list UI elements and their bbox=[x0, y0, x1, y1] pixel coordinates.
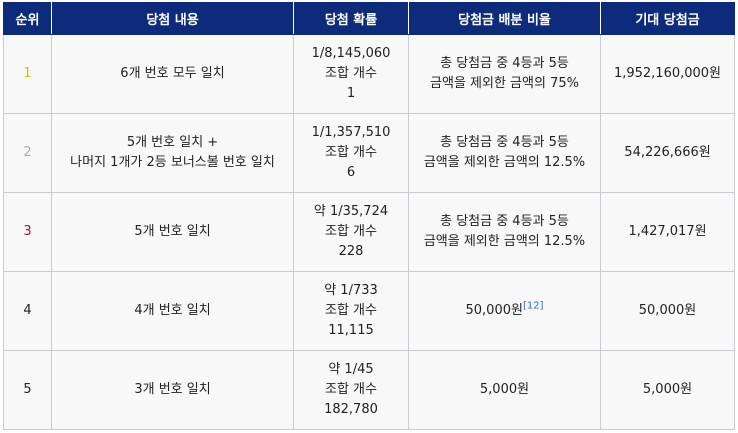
probability-line: 조합 개수 bbox=[325, 66, 377, 81]
table-body: 1 6개 번호 모두 일치 1/8,145,060 조합 개수 1 총 당첨금 … bbox=[3, 34, 735, 430]
content-cell: 5개 번호 일치 + 나머지 1개가 2등 보너스볼 번호 일치 bbox=[51, 113, 294, 193]
probability-line: 182,780 bbox=[324, 402, 378, 417]
ratio-line: 50,000원 bbox=[465, 303, 523, 318]
probability-line: 조합 개수 bbox=[325, 382, 377, 397]
header-ratio: 당첨금 배분 비율 bbox=[408, 2, 601, 35]
table-row: 3 5개 번호 일치 약 1/35,724 조합 개수 228 총 당첨금 중 … bbox=[3, 192, 735, 272]
probability-line: 1/1,357,510 bbox=[311, 125, 391, 140]
probability-line: 조합 개수 bbox=[325, 303, 377, 318]
table-row: 1 6개 번호 모두 일치 1/8,145,060 조합 개수 1 총 당첨금 … bbox=[3, 34, 735, 114]
expected-prize-cell: 50,000원 bbox=[600, 271, 735, 351]
ratio-line: 금액을 제외한 금액의 12.5% bbox=[423, 155, 586, 170]
probability-cell: 약 1/35,724 조합 개수 228 bbox=[293, 192, 409, 272]
content-cell: 4개 번호 일치 bbox=[51, 271, 294, 351]
probability-line: 1/8,145,060 bbox=[311, 46, 391, 61]
content-line: 5개 번호 일치 bbox=[134, 224, 211, 239]
header-probability: 당첨 확률 bbox=[293, 2, 409, 35]
ratio-line: 총 당첨금 중 4등과 5등 bbox=[440, 135, 569, 150]
ratio-cell: 50,000원[12] bbox=[408, 271, 601, 351]
reference-link[interactable]: [12] bbox=[522, 300, 544, 312]
content-line: 3개 번호 일치 bbox=[134, 382, 211, 397]
ratio-line: 총 당첨금 중 4등과 5등 bbox=[440, 56, 569, 71]
ratio-cell: 5,000원 bbox=[408, 350, 601, 430]
table-row: 4 4개 번호 일치 약 1/733 조합 개수 11,115 50,000원[… bbox=[3, 271, 735, 351]
probability-line: 6 bbox=[346, 165, 356, 180]
header-row: 순위 당첨 내용 당첨 확률 당첨금 배분 비율 기대 당첨금 bbox=[3, 2, 735, 35]
probability-line: 11,115 bbox=[328, 323, 374, 338]
rank-cell: 2 bbox=[3, 113, 52, 193]
ratio-line: 총 당첨금 중 4등과 5등 bbox=[440, 214, 569, 229]
probability-cell: 약 1/733 조합 개수 11,115 bbox=[293, 271, 409, 351]
lotto-prize-table: 순위 당첨 내용 당첨 확률 당첨금 배분 비율 기대 당첨금 1 6개 번호 … bbox=[3, 2, 735, 430]
content-line: 6개 번호 모두 일치 bbox=[120, 66, 225, 81]
header-rank: 순위 bbox=[3, 2, 52, 35]
ratio-line: 금액을 제외한 금액의 75% bbox=[430, 76, 579, 91]
rank-cell: 1 bbox=[3, 34, 52, 114]
probability-line: 약 1/45 bbox=[328, 362, 374, 377]
header-content: 당첨 내용 bbox=[51, 2, 294, 35]
rank-cell: 4 bbox=[3, 271, 52, 351]
probability-cell: 1/8,145,060 조합 개수 1 bbox=[293, 34, 409, 114]
content-line: 5개 번호 일치 + bbox=[126, 135, 219, 150]
content-line: 4개 번호 일치 bbox=[134, 303, 211, 318]
probability-line: 조합 개수 bbox=[325, 224, 377, 239]
content-cell: 6개 번호 모두 일치 bbox=[51, 34, 294, 114]
ratio-line: 5,000원 bbox=[479, 382, 530, 397]
probability-line: 228 bbox=[338, 244, 364, 259]
content-line: 나머지 1개가 2등 보너스볼 번호 일치 bbox=[70, 155, 275, 170]
probability-line: 조합 개수 bbox=[325, 145, 377, 160]
ratio-cell: 총 당첨금 중 4등과 5등 금액을 제외한 금액의 12.5% bbox=[408, 192, 601, 272]
content-cell: 5개 번호 일치 bbox=[51, 192, 294, 272]
ratio-cell: 총 당첨금 중 4등과 5등 금액을 제외한 금액의 12.5% bbox=[408, 113, 601, 193]
probability-line: 1 bbox=[346, 86, 356, 101]
expected-prize-cell: 1,952,160,000원 bbox=[600, 34, 735, 114]
ratio-cell: 총 당첨금 중 4등과 5등 금액을 제외한 금액의 75% bbox=[408, 34, 601, 114]
header-expected: 기대 당첨금 bbox=[600, 2, 735, 35]
lotto-prize-table-container: 순위 당첨 내용 당첨 확률 당첨금 배분 비율 기대 당첨금 1 6개 번호 … bbox=[3, 2, 735, 430]
table-header: 순위 당첨 내용 당첨 확률 당첨금 배분 비율 기대 당첨금 bbox=[3, 2, 735, 35]
rank-cell: 5 bbox=[3, 350, 52, 430]
ratio-line: 금액을 제외한 금액의 12.5% bbox=[423, 234, 586, 249]
expected-prize-cell: 5,000원 bbox=[600, 350, 735, 430]
rank-cell: 3 bbox=[3, 192, 52, 272]
table-row: 2 5개 번호 일치 + 나머지 1개가 2등 보너스볼 번호 일치 1/1,3… bbox=[3, 113, 735, 193]
probability-cell: 약 1/45 조합 개수 182,780 bbox=[293, 350, 409, 430]
probability-cell: 1/1,357,510 조합 개수 6 bbox=[293, 113, 409, 193]
content-cell: 3개 번호 일치 bbox=[51, 350, 294, 430]
expected-prize-cell: 1,427,017원 bbox=[600, 192, 735, 272]
probability-line: 약 1/35,724 bbox=[313, 204, 389, 219]
expected-prize-cell: 54,226,666원 bbox=[600, 113, 735, 193]
table-row: 5 3개 번호 일치 약 1/45 조합 개수 182,780 5,000원 5… bbox=[3, 350, 735, 430]
probability-line: 약 1/733 bbox=[324, 283, 378, 298]
